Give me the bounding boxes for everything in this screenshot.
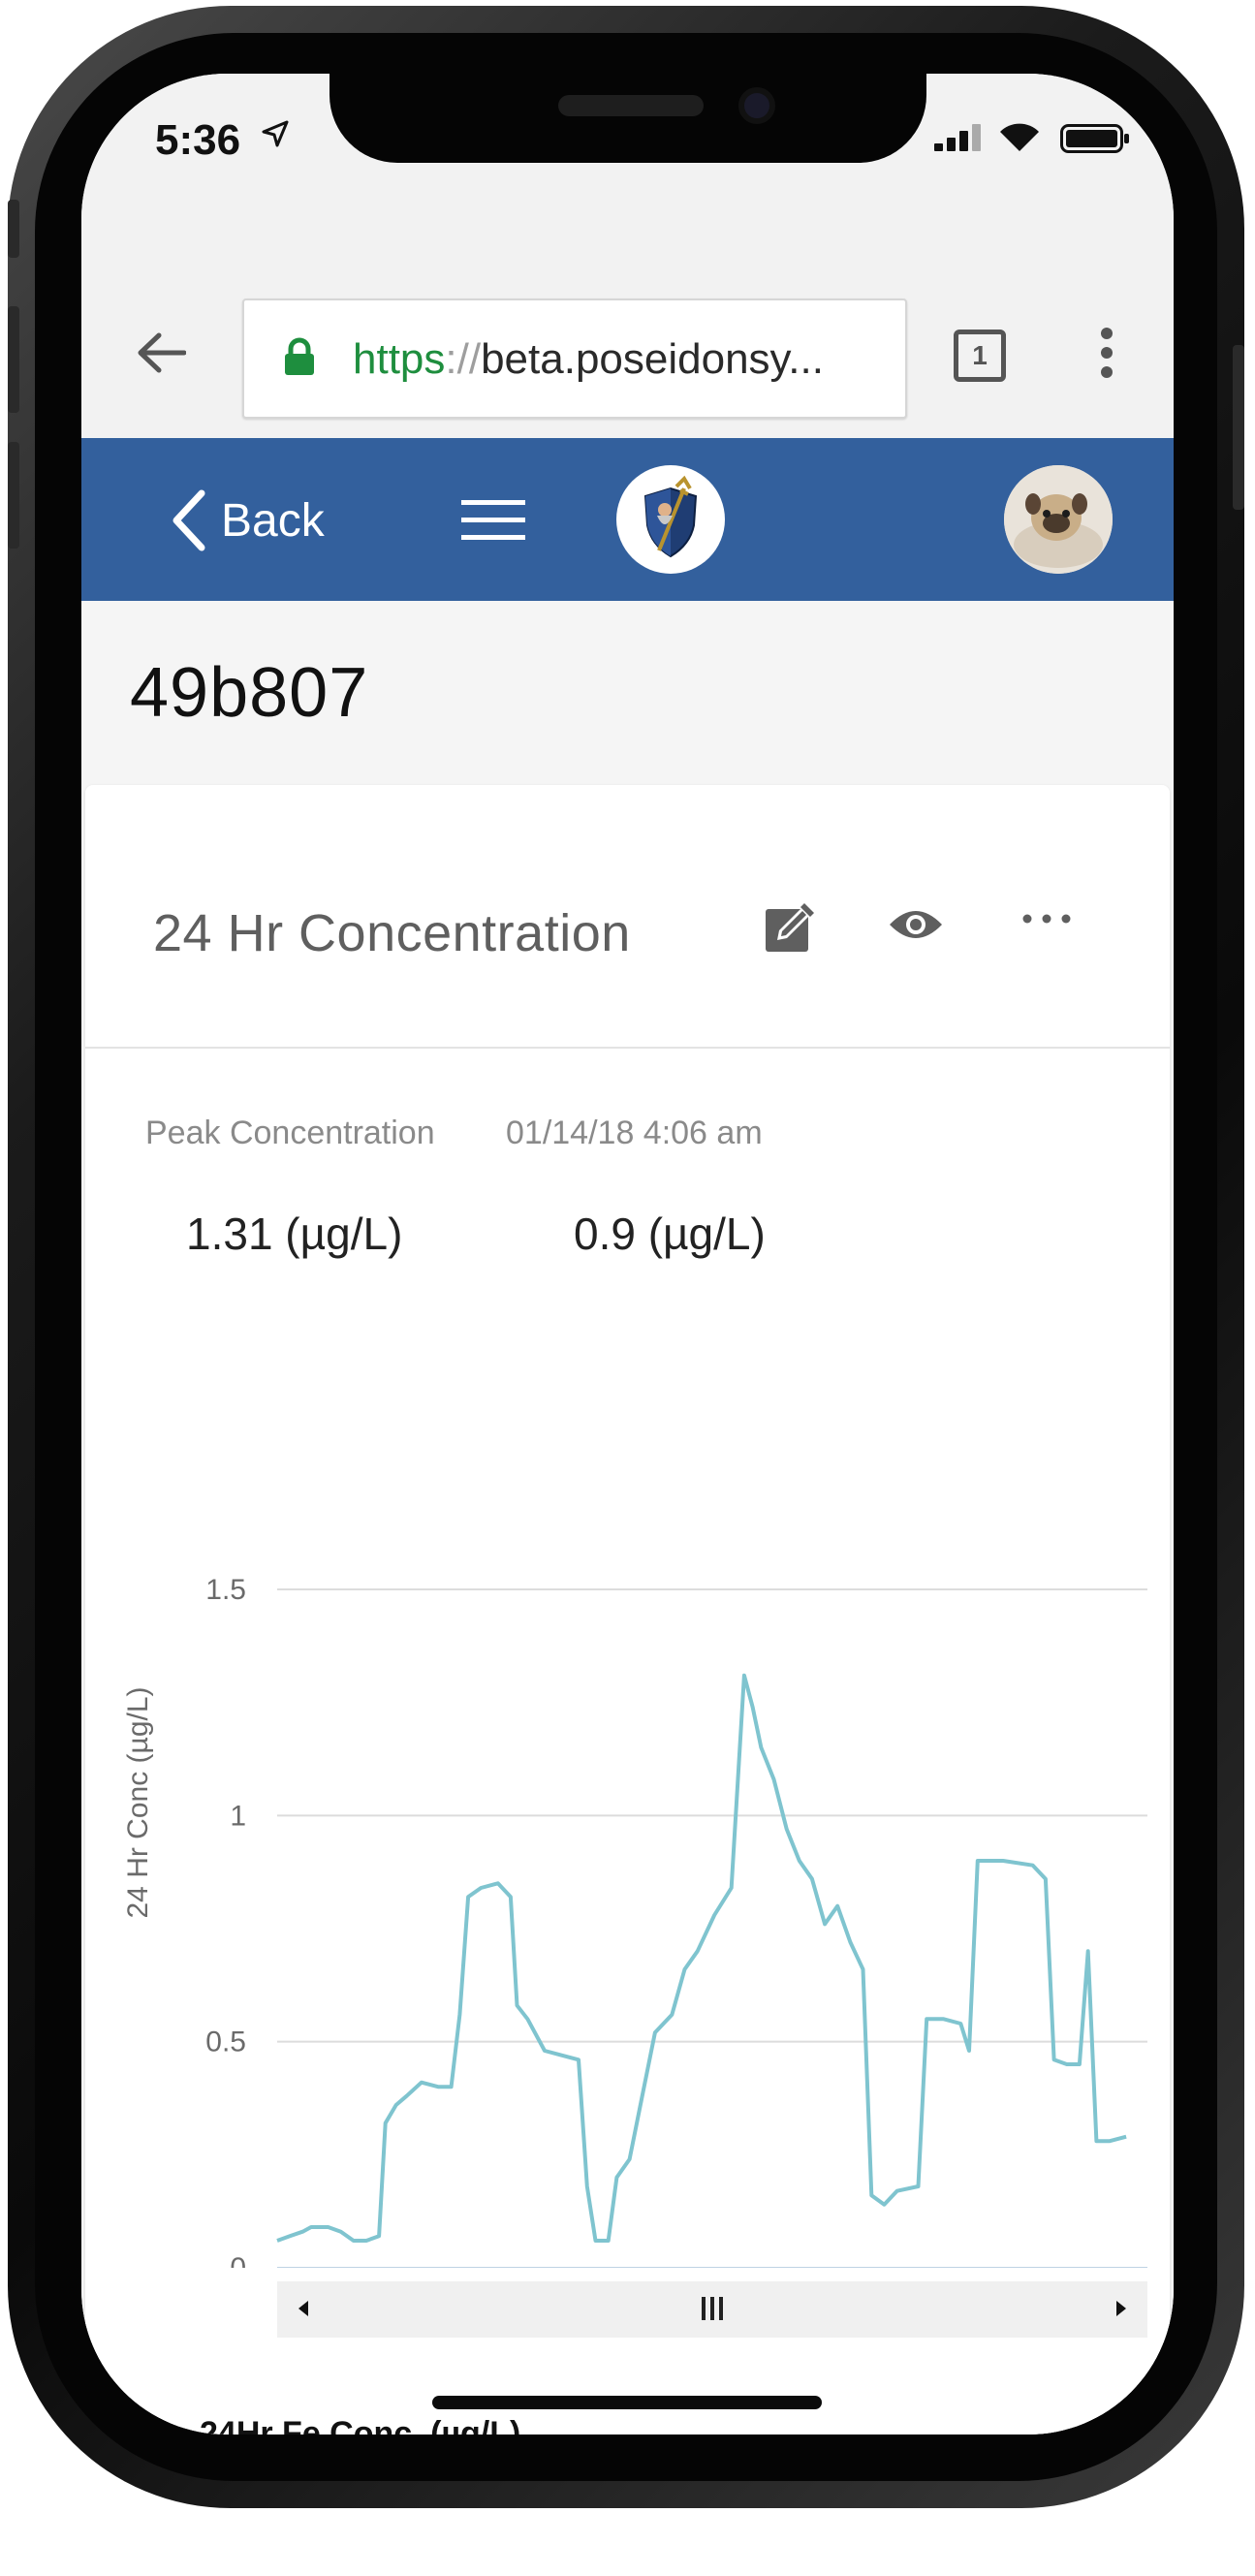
- y-tick-label: 0: [230, 2252, 246, 2268]
- concentration-card: 24 Hr Concentration Peak Concentration: [85, 785, 1170, 2435]
- series-line: [276, 1673, 1127, 2243]
- url-text: https://beta.poseidonsy...: [353, 335, 892, 384]
- y-axis-label: 24 Hr Conc (µg/L): [122, 1686, 154, 1918]
- edit-icon[interactable]: [764, 899, 818, 954]
- lock-icon: [285, 337, 314, 375]
- y-tick-label: 1: [230, 1800, 246, 1832]
- card-header: 24 Hr Concentration: [85, 785, 1170, 1049]
- y-tick-label: 0.5: [205, 2026, 246, 2058]
- y-tick-label: 1.5: [205, 1574, 246, 1606]
- silent-switch: [8, 200, 19, 258]
- url-scheme: https: [353, 335, 446, 383]
- battery-icon: [1060, 124, 1129, 153]
- browser-toolbar: https://beta.poseidonsy... 1: [81, 229, 1174, 438]
- legend-label: 24Hr Fe Conc. (µg/L): [200, 2415, 521, 2435]
- wifi-icon: [1000, 123, 1039, 151]
- pug-avatar-image: [1004, 465, 1113, 574]
- current-concentration-value: 0.9 (µg/L): [574, 1209, 766, 1259]
- volume-up-button: [8, 306, 19, 413]
- peak-time-label: 01/14/18 4:06 am: [506, 1115, 763, 1151]
- home-indicator[interactable]: [432, 2396, 822, 2409]
- peak-concentration-value: 1.31 (µg/L): [186, 1209, 403, 1259]
- url-host: beta.poseidonsy...: [481, 335, 824, 383]
- status-time: 5:36: [155, 116, 241, 164]
- app-header: Back: [81, 438, 1174, 601]
- browser-back-icon[interactable]: [136, 331, 186, 374]
- address-bar[interactable]: https://beta.poseidonsy...: [242, 298, 907, 419]
- user-avatar[interactable]: [1004, 465, 1113, 574]
- legend-marker-icon: [136, 2424, 186, 2435]
- page-title: 49b807: [130, 654, 369, 732]
- tab-switcher-button[interactable]: 1: [954, 330, 1006, 382]
- back-button-label: Back: [221, 494, 325, 547]
- hamburger-menu-icon[interactable]: [461, 500, 525, 541]
- location-arrow-icon: [262, 120, 289, 147]
- browser-menu-icon[interactable]: [1099, 326, 1114, 380]
- peak-concentration-label: Peak Concentration: [145, 1115, 435, 1151]
- notch: [329, 74, 926, 163]
- front-camera: [738, 87, 775, 124]
- url-separator: ://: [445, 335, 482, 383]
- scroll-right-arrow-icon[interactable]: [1116, 2301, 1126, 2316]
- page-content: 49b807 24 Hr Concentration: [81, 601, 1174, 2435]
- volume-down-button: [8, 442, 19, 549]
- chart-legend[interactable]: 24Hr Fe Conc. (µg/L): [136, 2415, 520, 2435]
- scroll-left-arrow-icon[interactable]: [298, 2301, 308, 2316]
- chart-scrollbar[interactable]: [277, 2281, 1147, 2338]
- app-logo[interactable]: [616, 465, 725, 574]
- view-eye-icon[interactable]: [888, 907, 944, 942]
- trident-shield-logo-icon: [643, 475, 698, 558]
- earpiece-speaker: [558, 95, 704, 116]
- scroll-grip-icon[interactable]: [702, 2297, 723, 2320]
- more-options-icon[interactable]: [1021, 913, 1072, 925]
- power-button: [1233, 345, 1244, 510]
- cellular-signal-icon: [934, 124, 981, 151]
- chevron-left-icon: [173, 489, 205, 551]
- device-screen: 5:36 https://beta.: [81, 74, 1174, 2435]
- concentration-chart: 00.511.5 24 Hr Conc (µg/L) 01/09/181: 40…: [122, 1574, 1147, 2268]
- back-button[interactable]: Back: [171, 487, 325, 554]
- card-title: 24 Hr Concentration: [153, 904, 631, 962]
